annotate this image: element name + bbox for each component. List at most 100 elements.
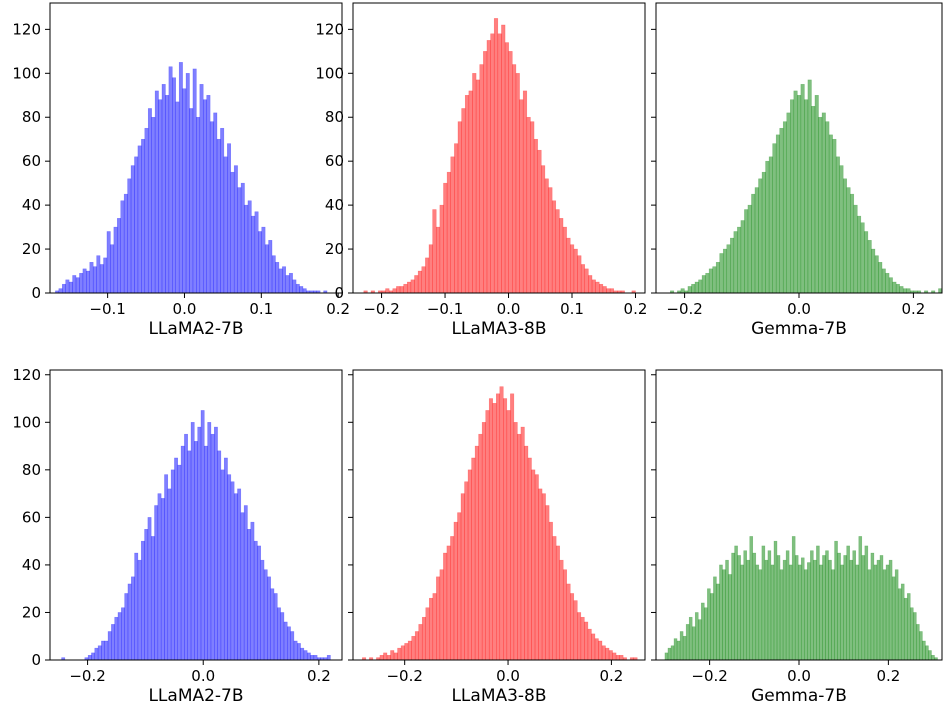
histogram-bar xyxy=(147,108,152,294)
y-tick-label: 100 xyxy=(12,413,41,431)
histogram-bar xyxy=(609,288,614,294)
histogram-bar xyxy=(897,588,902,661)
histogram-bar xyxy=(782,121,787,294)
histogram-bar xyxy=(577,255,582,294)
histogram-bar xyxy=(691,283,696,294)
x-tick-label: 0.2 xyxy=(876,667,900,685)
histogram-bar xyxy=(800,557,805,661)
histogram-bar xyxy=(900,583,905,661)
x-tick-label: −0.2 xyxy=(666,300,702,318)
histogram-bar xyxy=(819,564,823,661)
histogram-bar xyxy=(694,612,699,661)
histogram-bar xyxy=(712,266,717,294)
histogram-bar xyxy=(117,612,122,661)
histogram-bar xyxy=(867,240,872,294)
histogram-bar xyxy=(752,552,757,661)
histogram-bar xyxy=(840,564,844,661)
histogram-bar xyxy=(468,90,473,294)
histogram-bar xyxy=(299,286,304,294)
histogram-bar xyxy=(931,655,935,661)
histogram-bar xyxy=(417,270,423,294)
histogram-bar xyxy=(835,156,840,294)
histogram-bar xyxy=(544,178,549,294)
y-tick-label: 120 xyxy=(12,366,41,384)
histogram-bar xyxy=(180,445,185,661)
histogram-bar xyxy=(667,647,672,661)
histogram-bar xyxy=(192,68,197,294)
histogram-bar xyxy=(106,231,111,294)
histogram-bar xyxy=(185,73,190,294)
histogram-bar xyxy=(189,108,194,294)
histogram-bar xyxy=(247,529,252,661)
histogram-bar xyxy=(612,652,617,661)
histogram-bar xyxy=(464,481,469,661)
histogram-bar xyxy=(811,106,816,294)
histogram-bar xyxy=(450,156,455,294)
histogram-bar xyxy=(86,270,91,294)
histogram-bar xyxy=(271,255,276,294)
histogram-bar xyxy=(566,237,571,294)
histogram-bar xyxy=(414,275,419,294)
histogram-bar xyxy=(292,279,297,294)
histogram-bar xyxy=(864,231,869,294)
histogram-bar xyxy=(545,505,550,661)
y-tick-label: 120 xyxy=(315,20,344,38)
y-tick-label: 60 xyxy=(22,508,41,526)
histogram-bar xyxy=(878,261,883,294)
histogram-bar xyxy=(407,281,412,294)
x-tick-label: 0.0 xyxy=(191,667,215,685)
histogram-bar xyxy=(761,545,766,661)
histogram-bar xyxy=(758,569,763,661)
histogram-bar xyxy=(478,433,483,661)
y-tick-label: 40 xyxy=(22,556,41,574)
histogram-bar xyxy=(165,95,170,294)
histogram-bar xyxy=(104,640,109,661)
histogram-bar xyxy=(767,550,772,661)
histogram-bar xyxy=(296,643,301,661)
histogram-bar xyxy=(919,631,923,661)
histogram-bar xyxy=(172,77,176,294)
histogram-bar xyxy=(594,638,599,661)
histogram-bar xyxy=(493,18,499,294)
histogram-bar xyxy=(461,108,466,294)
histogram-bar xyxy=(608,650,613,661)
histogram-bar xyxy=(196,116,201,294)
histogram-bar xyxy=(587,628,592,661)
histogram-bar xyxy=(814,95,819,294)
y-tick-label: 80 xyxy=(22,461,41,479)
histogram-bar xyxy=(734,545,738,661)
histogram-bar xyxy=(421,266,426,294)
x-tick-label: −0.2 xyxy=(691,667,727,685)
histogram-bar xyxy=(177,464,182,661)
histogram-bar xyxy=(670,645,675,661)
histogram-bar xyxy=(400,645,405,661)
histogram-bar xyxy=(687,286,692,294)
histogram-bar xyxy=(682,635,687,661)
panel-gemma-7b-bottom: −0.2 0.0 0.2 Gemma-7B xyxy=(651,369,943,706)
histogram-bar xyxy=(418,624,423,661)
histogram-bar xyxy=(548,521,553,661)
histogram-bar xyxy=(379,655,384,661)
y-tick-label: 0 xyxy=(31,651,41,669)
histogram-bar xyxy=(828,134,833,294)
histogram-bar xyxy=(237,488,242,661)
y-tick-label: 60 xyxy=(22,152,41,170)
histogram-bar xyxy=(728,574,732,661)
histogram-bar xyxy=(82,268,87,294)
histogram-bar xyxy=(217,450,222,661)
histogram-bar xyxy=(719,564,723,661)
histogram-bar xyxy=(559,559,564,661)
histogram-bar xyxy=(522,90,528,294)
histogram-bar xyxy=(439,204,444,294)
histogram-bar xyxy=(385,288,390,294)
y-tick-label: 0 xyxy=(334,284,344,302)
histogram-bar xyxy=(439,569,444,661)
histogram-bar xyxy=(785,550,790,661)
histogram-bar xyxy=(828,559,832,661)
axes-frame xyxy=(49,2,343,294)
histogram-bar xyxy=(432,209,437,294)
histogram-bar xyxy=(776,555,781,661)
histogram-bar xyxy=(210,433,215,661)
histogram-bar xyxy=(782,559,787,661)
